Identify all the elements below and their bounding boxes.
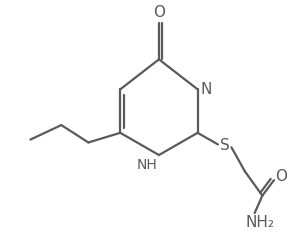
Text: N: N: [201, 82, 212, 97]
Text: S: S: [220, 138, 230, 153]
Text: O: O: [275, 169, 287, 184]
Text: NH: NH: [137, 158, 158, 172]
Text: O: O: [153, 5, 165, 20]
Text: NH₂: NH₂: [246, 215, 275, 230]
